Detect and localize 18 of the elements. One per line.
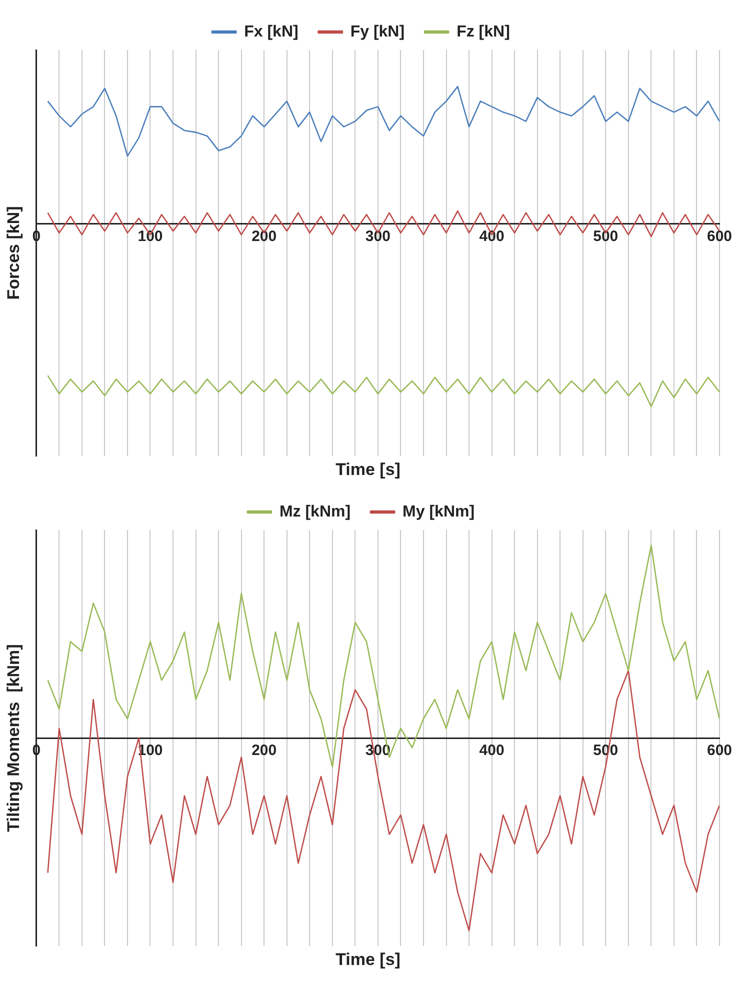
x-tick-label: 400: [479, 742, 504, 760]
x-tick-label: 100: [138, 228, 163, 245]
x-tick-label: 600: [706, 228, 732, 245]
legend-label: Fz [kN]: [456, 23, 510, 40]
legend-label: Mz [kNm]: [279, 503, 351, 520]
y-axis-title: Forces [kN]: [4, 206, 23, 300]
x-axis-title: Time [s]: [334, 950, 402, 970]
legend-label: Fx [kN]: [244, 23, 298, 40]
x-tick-label: 200: [252, 228, 277, 245]
x-tick-label: 300: [365, 228, 390, 245]
x-tick-label: 400: [479, 228, 504, 245]
x-axis-title: Time [s]: [334, 460, 402, 480]
y-axis-title: Tilting Moments [kNm]: [4, 644, 23, 832]
legend-label: My [kNm]: [402, 503, 475, 520]
x-tick-label: 600: [706, 742, 732, 760]
legend-label: Fy [kN]: [350, 23, 405, 40]
x-tick-label: 500: [593, 228, 618, 245]
x-tick-label: 200: [252, 742, 277, 760]
